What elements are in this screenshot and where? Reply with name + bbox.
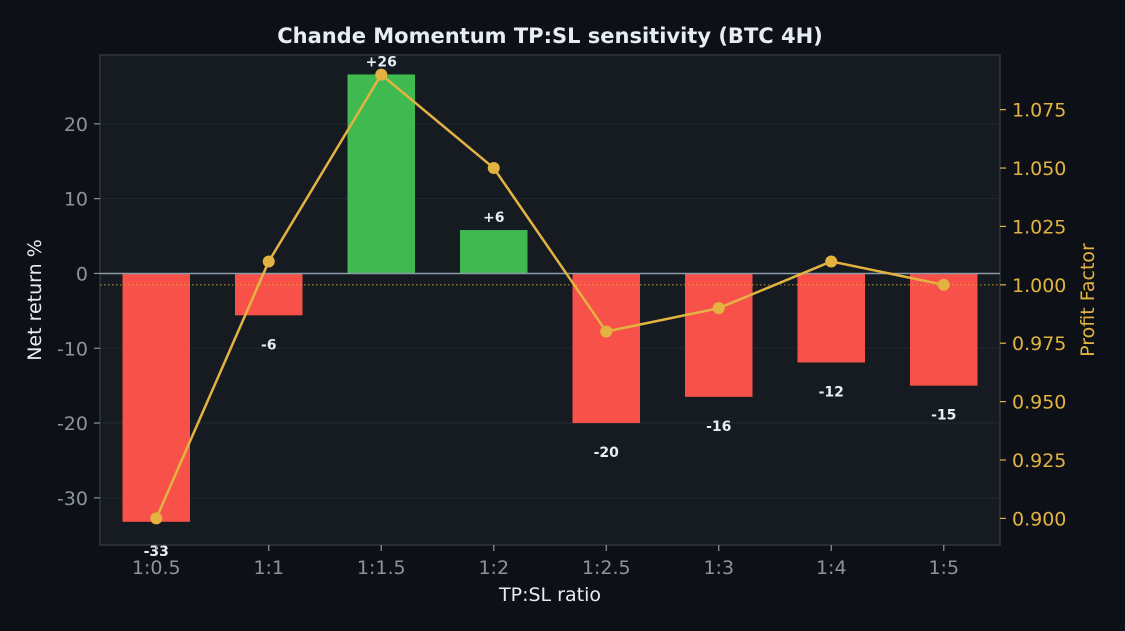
data-label-1:1: -6 xyxy=(261,337,277,353)
bar-1:5 xyxy=(910,273,978,386)
x-tick-label: 1:5 xyxy=(928,557,959,579)
bars xyxy=(122,74,978,522)
y2-tick-label: 0.900 xyxy=(1012,508,1066,530)
y2-tick-label: 1.050 xyxy=(1012,158,1066,180)
y-tick-label: 10 xyxy=(64,189,88,211)
y-tick-label: -20 xyxy=(57,413,88,435)
profit-factor-point-1:1 xyxy=(262,255,275,268)
bar-1:2 xyxy=(460,230,528,274)
reference-lines xyxy=(100,272,1000,286)
data-label-1:4: -12 xyxy=(819,384,844,400)
y2-tick-label: 1.025 xyxy=(1012,216,1066,238)
y2-axis-label: Profit Factor xyxy=(1077,243,1099,357)
data-label-1:2.5: -20 xyxy=(594,445,620,461)
bar-1:1 xyxy=(235,273,303,316)
data-labels: -33 -6 +26 +6 -20 -16 -12 -15 xyxy=(144,54,957,559)
profit-factor-point-1:4 xyxy=(825,255,838,268)
y2-tick-label: 0.925 xyxy=(1012,450,1066,472)
x-tick-label: 1:2.5 xyxy=(582,557,631,579)
chart-title: Chande Momentum TP:SL sensitivity (BTC 4… xyxy=(277,24,823,48)
y-tick-label: -10 xyxy=(57,338,88,360)
profit-factor-point-1:5 xyxy=(937,278,950,291)
x-tick-label: 1:1.5 xyxy=(357,557,406,579)
y-tick-label: 0 xyxy=(76,263,88,285)
x-tick-label: 1:2 xyxy=(478,557,509,579)
y2-tick-label: 1.000 xyxy=(1012,275,1066,297)
y-tick-label: 20 xyxy=(64,114,88,136)
y-tick-label: -30 xyxy=(57,488,88,510)
ticks: -30 -20 -10 0 10 20 0.900 0.925 0.950 0.975 1.000 1… xyxy=(57,100,1066,579)
profit-factor-point-1:1.5 xyxy=(375,68,388,81)
x-tick-label: 1:1 xyxy=(253,557,284,579)
profit-factor-point-1:2 xyxy=(487,162,500,175)
bar-1:1.5 xyxy=(347,74,415,274)
profit-factor-point-1:3 xyxy=(712,302,725,315)
bar-1:3 xyxy=(685,273,753,397)
y-axis-label: Net return % xyxy=(24,239,46,361)
bar-1:4 xyxy=(797,273,865,363)
data-label-1:5: -15 xyxy=(931,408,956,424)
profit-factor-point-1:2.5 xyxy=(600,325,613,338)
data-label-1:0.5: -33 xyxy=(144,544,169,560)
data-label-1:1.5: +26 xyxy=(366,54,397,70)
y2-tick-label: 0.975 xyxy=(1012,333,1066,355)
profit-factor-line xyxy=(150,68,950,525)
x-tick-label: 1:4 xyxy=(816,557,847,579)
data-label-1:2: +6 xyxy=(483,210,504,226)
y2-tick-label: 0.950 xyxy=(1012,392,1066,414)
profit-factor-point-1:0.5 xyxy=(150,512,163,525)
profit-factor-series-line xyxy=(155,72,945,519)
x-tick-label: 1:0.5 xyxy=(132,557,181,579)
x-axis-label: TP:SL ratio xyxy=(498,584,601,606)
bar-1:0.5 xyxy=(122,273,190,522)
x-tick-label: 1:3 xyxy=(703,557,734,579)
y2-tick-label: 1.075 xyxy=(1012,100,1066,122)
data-label-1:3: -16 xyxy=(706,419,731,435)
grid xyxy=(100,123,1000,499)
